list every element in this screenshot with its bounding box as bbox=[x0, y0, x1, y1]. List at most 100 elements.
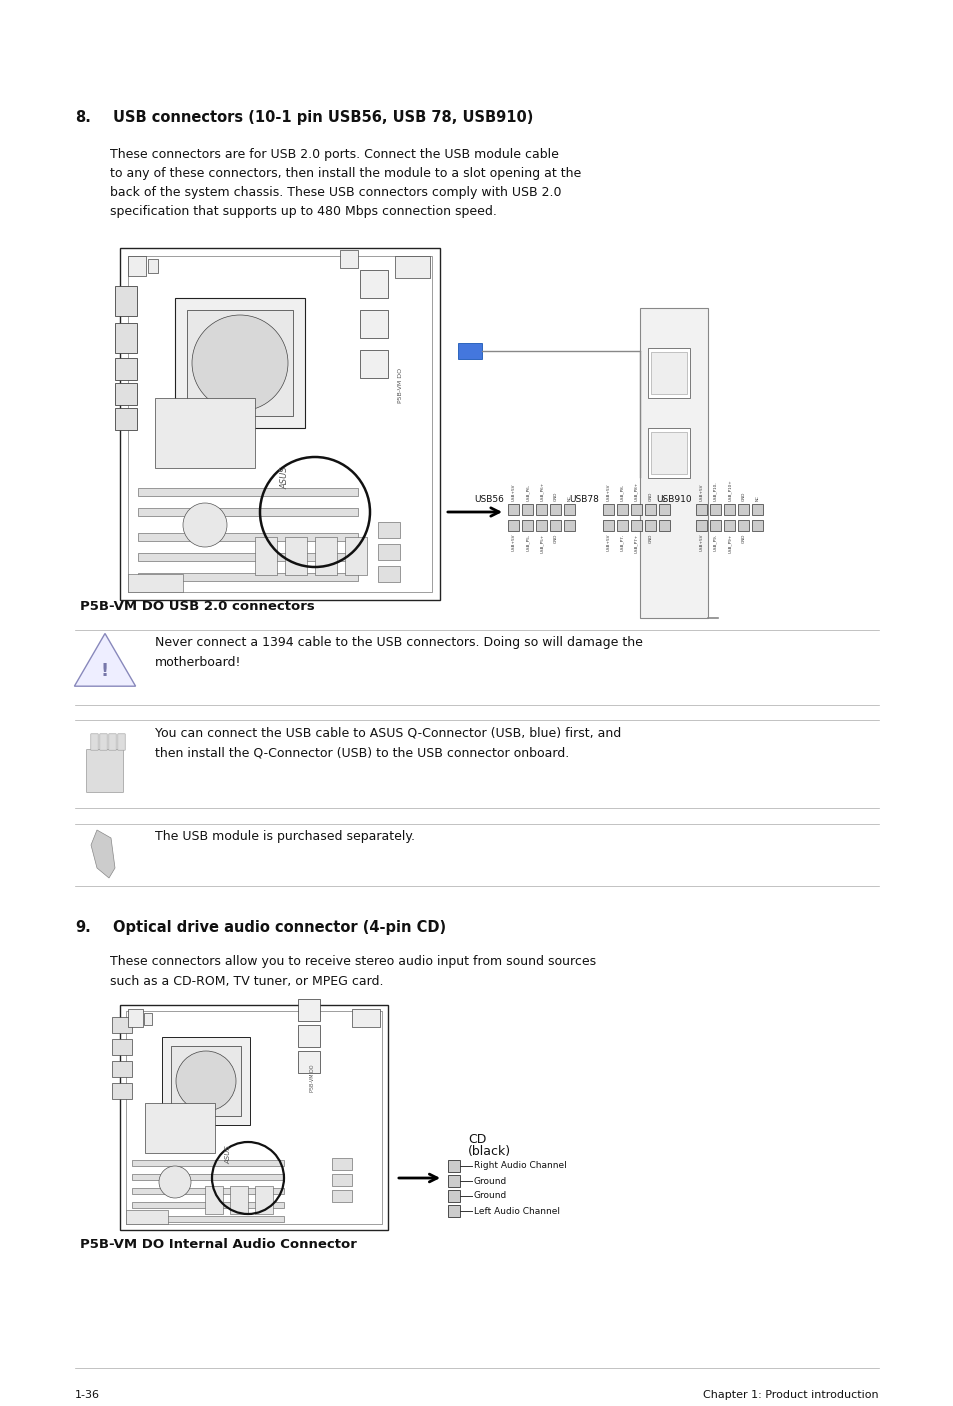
FancyBboxPatch shape bbox=[120, 1005, 388, 1230]
Text: 9.: 9. bbox=[75, 920, 91, 935]
Text: USB+5V: USB+5V bbox=[511, 484, 515, 501]
Text: Ground: Ground bbox=[474, 1177, 507, 1185]
Text: (black): (black) bbox=[468, 1144, 511, 1159]
FancyBboxPatch shape bbox=[617, 503, 627, 515]
Text: GND: GND bbox=[740, 492, 744, 501]
FancyBboxPatch shape bbox=[128, 1010, 143, 1026]
FancyBboxPatch shape bbox=[205, 1187, 223, 1213]
Text: USB78: USB78 bbox=[569, 495, 598, 503]
Text: P5B-VM DO: P5B-VM DO bbox=[309, 1064, 314, 1092]
Text: Ground: Ground bbox=[474, 1191, 507, 1201]
FancyBboxPatch shape bbox=[132, 1216, 284, 1222]
Text: GND: GND bbox=[740, 534, 744, 543]
Text: ASUS: ASUS bbox=[225, 1146, 231, 1164]
FancyBboxPatch shape bbox=[359, 350, 388, 378]
FancyBboxPatch shape bbox=[132, 1202, 284, 1208]
FancyBboxPatch shape bbox=[536, 503, 546, 515]
FancyBboxPatch shape bbox=[138, 574, 357, 581]
FancyBboxPatch shape bbox=[457, 343, 481, 359]
Text: GND: GND bbox=[648, 492, 652, 501]
Circle shape bbox=[175, 1052, 235, 1111]
Text: USB_P6+: USB_P6+ bbox=[539, 482, 543, 501]
Text: Optical drive audio connector (4-pin CD): Optical drive audio connector (4-pin CD) bbox=[112, 920, 446, 935]
Text: USB_P5+: USB_P5+ bbox=[539, 534, 543, 553]
FancyBboxPatch shape bbox=[115, 323, 137, 353]
FancyBboxPatch shape bbox=[359, 270, 388, 298]
FancyBboxPatch shape bbox=[359, 309, 388, 337]
FancyBboxPatch shape bbox=[109, 734, 116, 751]
FancyBboxPatch shape bbox=[128, 574, 183, 592]
FancyBboxPatch shape bbox=[630, 520, 641, 531]
FancyBboxPatch shape bbox=[145, 1102, 214, 1153]
Text: ASUS: ASUS bbox=[280, 467, 289, 489]
Text: NC: NC bbox=[755, 495, 759, 501]
FancyBboxPatch shape bbox=[377, 544, 399, 560]
Text: back of the system chassis. These USB connectors comply with USB 2.0: back of the system chassis. These USB co… bbox=[110, 186, 561, 200]
Text: USB_P10+: USB_P10+ bbox=[727, 479, 731, 501]
Text: USB_P8+: USB_P8+ bbox=[634, 482, 638, 501]
FancyBboxPatch shape bbox=[285, 537, 307, 575]
FancyBboxPatch shape bbox=[345, 537, 367, 575]
Text: NC: NC bbox=[567, 495, 571, 501]
FancyBboxPatch shape bbox=[112, 1083, 132, 1099]
FancyBboxPatch shape bbox=[723, 503, 734, 515]
FancyBboxPatch shape bbox=[132, 1188, 284, 1194]
FancyBboxPatch shape bbox=[112, 1017, 132, 1033]
FancyBboxPatch shape bbox=[187, 309, 293, 416]
FancyBboxPatch shape bbox=[521, 520, 533, 531]
FancyBboxPatch shape bbox=[138, 553, 357, 561]
FancyBboxPatch shape bbox=[138, 533, 357, 541]
Text: Chapter 1: Product introduction: Chapter 1: Product introduction bbox=[702, 1391, 878, 1400]
FancyBboxPatch shape bbox=[550, 503, 560, 515]
FancyBboxPatch shape bbox=[297, 1052, 319, 1073]
FancyBboxPatch shape bbox=[709, 520, 720, 531]
Text: to any of these connectors, then install the module to a slot opening at the: to any of these connectors, then install… bbox=[110, 167, 580, 180]
Text: USB+5V: USB+5V bbox=[511, 534, 515, 551]
FancyBboxPatch shape bbox=[91, 734, 98, 751]
FancyBboxPatch shape bbox=[297, 1025, 319, 1047]
FancyBboxPatch shape bbox=[115, 382, 137, 405]
Text: Never connect a 1394 cable to the USB connectors. Doing so will damage the: Never connect a 1394 cable to the USB co… bbox=[154, 636, 642, 650]
Text: NC: NC bbox=[661, 495, 666, 501]
Text: USB+5V: USB+5V bbox=[699, 484, 702, 501]
FancyBboxPatch shape bbox=[448, 1205, 459, 1218]
Text: USB910: USB910 bbox=[656, 495, 691, 503]
Circle shape bbox=[192, 315, 288, 411]
Text: USB_P9-: USB_P9- bbox=[713, 534, 717, 551]
Text: USB+5V: USB+5V bbox=[606, 534, 610, 551]
FancyBboxPatch shape bbox=[138, 488, 357, 496]
Text: USB connectors (10-1 pin USB56, USB 78, USB910): USB connectors (10-1 pin USB56, USB 78, … bbox=[112, 110, 533, 125]
Polygon shape bbox=[91, 830, 115, 877]
Text: GND: GND bbox=[553, 492, 557, 501]
FancyBboxPatch shape bbox=[738, 520, 748, 531]
FancyBboxPatch shape bbox=[162, 1038, 250, 1125]
FancyBboxPatch shape bbox=[647, 427, 689, 478]
FancyBboxPatch shape bbox=[115, 359, 137, 380]
FancyBboxPatch shape bbox=[254, 537, 276, 575]
Text: CD: CD bbox=[468, 1133, 486, 1146]
FancyBboxPatch shape bbox=[602, 503, 614, 515]
FancyBboxPatch shape bbox=[659, 520, 669, 531]
Text: USB_P9+: USB_P9+ bbox=[727, 534, 731, 553]
FancyBboxPatch shape bbox=[639, 308, 707, 619]
FancyBboxPatch shape bbox=[126, 1211, 168, 1225]
FancyBboxPatch shape bbox=[448, 1160, 459, 1173]
FancyBboxPatch shape bbox=[87, 749, 123, 793]
FancyBboxPatch shape bbox=[659, 503, 669, 515]
Text: USB+5V: USB+5V bbox=[699, 534, 702, 551]
FancyBboxPatch shape bbox=[132, 1160, 284, 1166]
Text: then install the Q-Connector (USB) to the USB connector onboard.: then install the Q-Connector (USB) to th… bbox=[154, 747, 569, 759]
FancyBboxPatch shape bbox=[174, 298, 305, 427]
FancyBboxPatch shape bbox=[550, 520, 560, 531]
FancyBboxPatch shape bbox=[128, 256, 146, 276]
FancyBboxPatch shape bbox=[112, 1039, 132, 1054]
Circle shape bbox=[183, 503, 227, 547]
Text: USB56: USB56 bbox=[474, 495, 503, 503]
FancyBboxPatch shape bbox=[148, 259, 158, 273]
FancyBboxPatch shape bbox=[297, 1000, 319, 1021]
FancyBboxPatch shape bbox=[507, 503, 518, 515]
Text: These connectors are for USB 2.0 ports. Connect the USB module cable: These connectors are for USB 2.0 ports. … bbox=[110, 148, 558, 162]
FancyBboxPatch shape bbox=[144, 1012, 152, 1025]
Text: P5B-VM DO Internal Audio Connector: P5B-VM DO Internal Audio Connector bbox=[80, 1239, 356, 1251]
FancyBboxPatch shape bbox=[536, 520, 546, 531]
